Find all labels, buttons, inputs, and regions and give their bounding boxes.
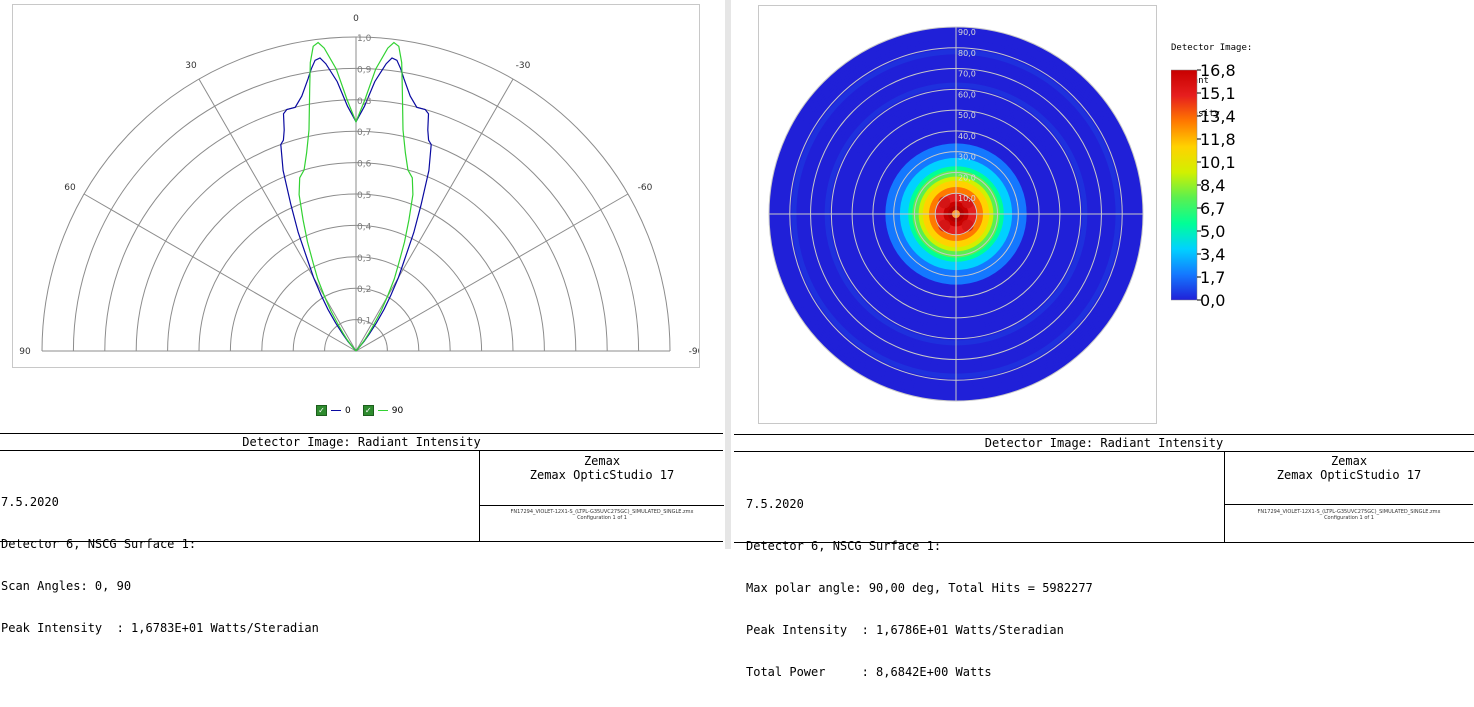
detector-plot-frame: 10,0 20,0 30,0 40,0 50,0 60,0 70,0 80,0 90,0 bbox=[758, 5, 1157, 424]
radial-tick-label: 0,5 bbox=[357, 191, 371, 201]
plot-title: Detector Image: Radiant Intensity bbox=[0, 433, 723, 451]
ring-label: 20,0 bbox=[958, 173, 976, 182]
radial-tick-label: 0,4 bbox=[357, 222, 372, 232]
brand-box: Zemax Zemax OpticStudio 17 FN17294_VIOLE… bbox=[479, 451, 724, 541]
file-name-box: FN17294_VIOLET-12X1-S_(LTPL-G35UVC275GC)… bbox=[1225, 504, 1473, 543]
colorbar-tick-label: 5,0 bbox=[1200, 222, 1225, 241]
heatmap-hotspot bbox=[961, 219, 974, 232]
angle-label: -90 bbox=[689, 347, 699, 357]
brand-product: Zemax OpticStudio 17 bbox=[1276, 468, 1422, 482]
colorbar-tick-label: 15,1 bbox=[1200, 84, 1236, 103]
radial-tick-label: 0,9 bbox=[357, 65, 372, 75]
angle-label: 30 bbox=[185, 61, 197, 71]
ring-label: 10,0 bbox=[958, 194, 976, 203]
legend-label-0: 0 bbox=[345, 405, 351, 416]
file-name: FN17294_VIOLET-12X1-S_(LTPL-G35UVC275GC)… bbox=[510, 509, 694, 515]
radial-tick-label: 0,2 bbox=[357, 285, 371, 295]
ring-label: 40,0 bbox=[958, 132, 976, 141]
legend-checkbox-0[interactable]: ✓ bbox=[316, 405, 327, 416]
radial-tick-label: 0,7 bbox=[357, 128, 371, 138]
info-scan-angles: Scan Angles: 0, 90 bbox=[1, 579, 132, 593]
ring-label: 80,0 bbox=[958, 49, 976, 58]
file-name: FN17294_VIOLET-12X1-S_(LTPL-G35UVC275GC)… bbox=[1257, 509, 1441, 515]
polar-line-plot: 0,1 0,2 0,3 0,4 0,5 0,6 0,7 0,8 0,9 1,0 0 30 -30 60 -6… bbox=[19, 14, 703, 357]
angle-label: 90 bbox=[19, 347, 31, 357]
info-peak-intensity: Peak Intensity : 1,6783E+01 Watts/Sterad… bbox=[1, 621, 319, 635]
colorbar-tick-label: 16,8 bbox=[1200, 62, 1236, 80]
footer-line bbox=[734, 542, 1474, 543]
file-name-box: FN17294_VIOLET-12X1-S_(LTPL-G35UVC275GC)… bbox=[480, 505, 724, 542]
colorbar-tick-label: 13,4 bbox=[1200, 107, 1236, 126]
info-peak-intensity: Peak Intensity : 1,6786E+01 Watts/Sterad… bbox=[746, 623, 1064, 637]
ring-label: 50,0 bbox=[958, 111, 976, 120]
brand-box: Zemax Zemax OpticStudio 17 FN17294_VIOLE… bbox=[1224, 452, 1473, 542]
polar-heatmap: 10,0 20,0 30,0 40,0 50,0 60,0 70,0 80,0 90,0 bbox=[768, 26, 1144, 402]
footer-line bbox=[0, 541, 723, 542]
polar-grid-spoke bbox=[355, 193, 629, 352]
radial-tick-label: 0,1 bbox=[357, 317, 371, 327]
detector-title: Detector Image: Radiant Intensity bbox=[734, 434, 1474, 452]
window-divider[interactable] bbox=[725, 0, 731, 549]
ring-label: 60,0 bbox=[958, 90, 976, 99]
plot-legend: ✓ 0 ✓ 90 bbox=[316, 405, 403, 416]
ring-label: 30,0 bbox=[958, 153, 976, 162]
colorbar-tick-label: 10,1 bbox=[1200, 153, 1236, 172]
angle-label-0: 0 bbox=[353, 14, 359, 24]
polar-grid-spoke bbox=[355, 78, 514, 352]
colorbar-tick-label: 11,8 bbox=[1200, 130, 1236, 149]
detector-image-window: 10,0 20,0 30,0 40,0 50,0 60,0 70,0 80,0 90,0 Det… bbox=[731, 0, 1474, 679]
legend-line-90 bbox=[377, 410, 388, 411]
brand-product: Zemax OpticStudio 17 bbox=[529, 468, 675, 482]
polar-plot-window: 0,1 0,2 0,3 0,4 0,5 0,6 0,7 0,8 0,9 1,0 0 30 -30 60 -6… bbox=[0, 0, 725, 635]
brand-company: Zemax bbox=[583, 454, 621, 468]
info-max-polar-angle: Max polar angle: 90,00 deg, Total Hits =… bbox=[746, 581, 1093, 595]
configuration-label: Configuration 1 of 1 bbox=[1324, 515, 1374, 521]
configuration-label: Configuration 1 of 1 bbox=[577, 515, 627, 521]
brand-company: Zemax bbox=[1330, 454, 1368, 468]
angle-label: -30 bbox=[516, 61, 531, 71]
polar-grid-spoke bbox=[198, 78, 357, 352]
colorbar-tick-label: 1,7 bbox=[1200, 268, 1225, 287]
radial-tick-label: 1,0 bbox=[357, 34, 372, 44]
legend-label-90: 90 bbox=[391, 405, 404, 416]
info-date: 7.5.2020 bbox=[746, 497, 804, 511]
radial-tick-label: 0,8 bbox=[357, 97, 372, 107]
colorbar-tick-label: 6,7 bbox=[1200, 199, 1225, 218]
angle-label: 60 bbox=[64, 183, 76, 193]
colorbar-tick-label: 8,4 bbox=[1200, 176, 1225, 195]
series-line-90 bbox=[298, 41, 414, 352]
ring-label: 70,0 bbox=[958, 70, 976, 79]
detector-info-block: 7.5.2020 Detector 6, NSCG Surface 1: Max… bbox=[746, 469, 1093, 707]
colorbar-tick-label: 0,0 bbox=[1200, 291, 1225, 310]
info-block: 7.5.2020 Detector 6, NSCG Surface 1: Sca… bbox=[1, 467, 319, 663]
info-total-power: Total Power : 8,6842E+00 Watts bbox=[746, 665, 992, 679]
radial-tick-label: 0,6 bbox=[357, 160, 372, 170]
ring-label: 90,0 bbox=[958, 28, 976, 37]
legend-line-0 bbox=[331, 410, 341, 411]
colorbar: 16,8 15,1 13,4 11,8 10,1 8,4 6,7 5,0 3,4 1,7 0,0 bbox=[1171, 62, 1236, 310]
legend-checkbox-90[interactable]: ✓ bbox=[362, 405, 374, 416]
heatmap-hotspot bbox=[938, 196, 951, 209]
angle-label: -60 bbox=[638, 183, 653, 193]
colorbar-tick-label: 3,4 bbox=[1200, 245, 1225, 264]
info-date: 7.5.2020 bbox=[1, 495, 59, 509]
colorbar-gradient bbox=[1171, 69, 1198, 301]
polar-grid-spoke bbox=[83, 193, 357, 352]
radial-tick-label: 0,3 bbox=[357, 254, 371, 264]
heatmap-hotspot bbox=[938, 219, 951, 232]
info-detector: Detector 6, NSCG Surface 1: bbox=[1, 537, 197, 551]
polar-plot-frame: 0,1 0,2 0,3 0,4 0,5 0,6 0,7 0,8 0,9 1,0 0 30 -30 60 -6… bbox=[12, 4, 704, 368]
